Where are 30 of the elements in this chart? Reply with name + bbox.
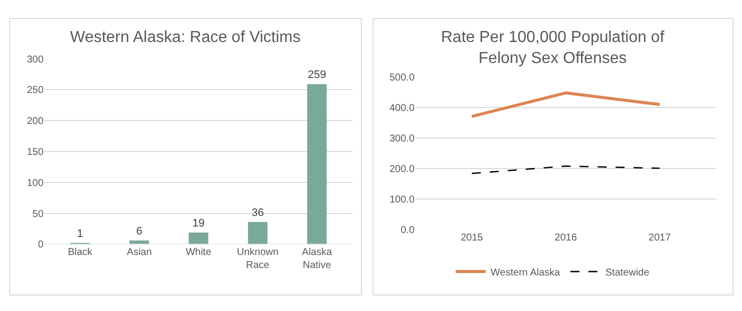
y-tick-label: 50	[32, 208, 44, 220]
data-label: 6	[136, 225, 142, 238]
data-label: 1	[76, 228, 84, 240]
chart-title: Western Alaska: Race of Victims	[70, 29, 301, 46]
y-tick-label: 500.0	[389, 72, 415, 84]
x-tick-label: 2016	[554, 232, 578, 244]
x-tick-label: Asian	[126, 247, 152, 258]
y-tick-label: 250	[26, 85, 44, 96]
data-label: 36	[252, 206, 264, 219]
x-tick-label: Black	[68, 247, 94, 258]
y-tick-label: 400.0	[389, 102, 415, 114]
y-tick-label: 100	[26, 178, 44, 189]
chart-title: Rate Per 100,000 Population of Felony Sex Offenses	[441, 29, 665, 67]
y-tick-label: 0	[38, 240, 44, 251]
y-tick-label: 200	[26, 116, 44, 128]
y-tick-label: 300.0	[389, 133, 415, 144]
y-tick-label: 100.0	[389, 194, 415, 206]
x-tick-label: Unknown Race	[236, 247, 279, 272]
legend-label: Western Alaska	[490, 267, 560, 278]
x-tick-label: 2017	[648, 232, 672, 244]
y-tick-label: 150	[26, 147, 44, 158]
x-tick-label: Alaska Native	[302, 247, 332, 272]
data-label: 259	[308, 69, 326, 82]
x-tick-label: 2015	[460, 232, 484, 244]
x-tick-label: White	[186, 247, 212, 258]
y-tick-label: 300	[26, 54, 44, 66]
legend-label: Statewide	[605, 267, 650, 278]
y-tick-label: 0.0	[400, 224, 415, 236]
y-tick-label: 200.0	[389, 164, 415, 175]
data-label: 19	[192, 217, 205, 230]
